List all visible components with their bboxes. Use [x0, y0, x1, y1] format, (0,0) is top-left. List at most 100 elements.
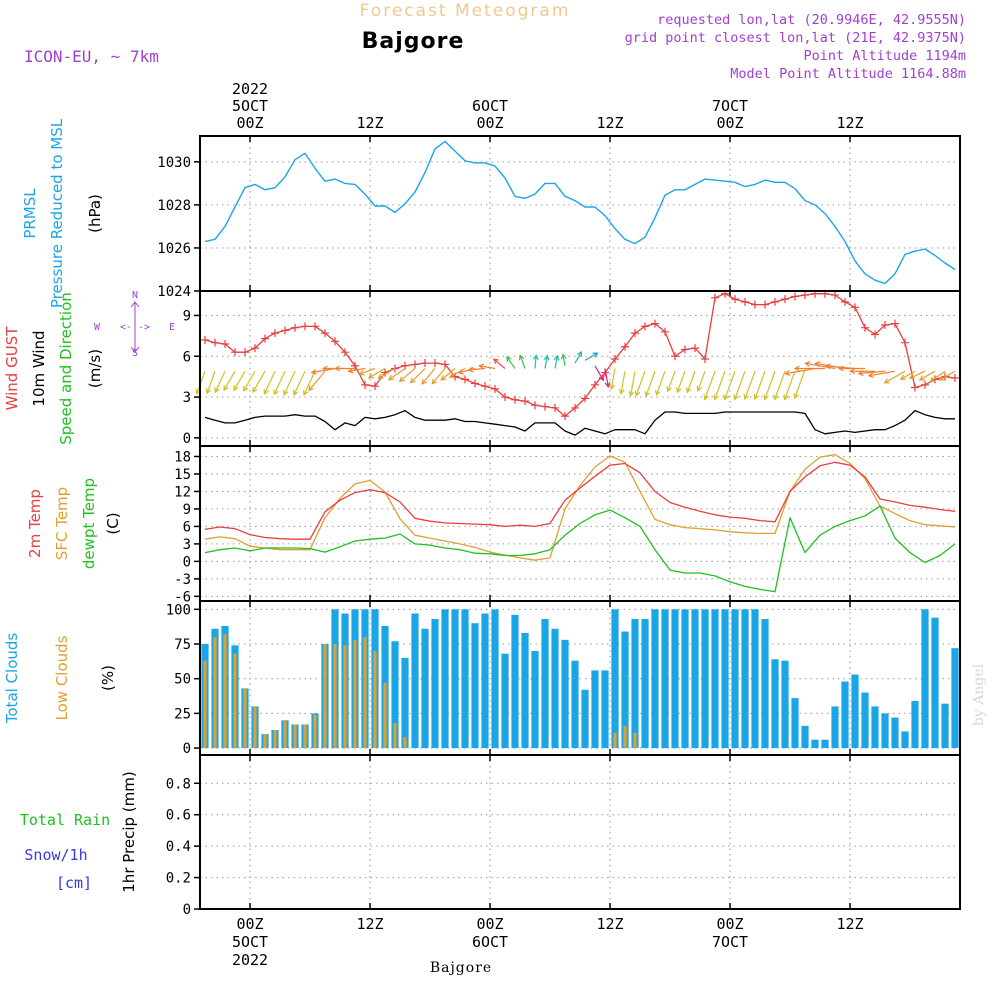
total-cloud-bar: [761, 619, 769, 749]
wind-arrow-head: [560, 353, 567, 360]
panel-title: PRMSL: [21, 188, 39, 239]
wind-arrow: [785, 367, 816, 375]
y-tick-label: 9: [183, 308, 191, 324]
low-cloud-bar: [323, 644, 327, 749]
panel-unit: (hPa): [86, 194, 104, 233]
total-cloud-bar: [781, 660, 789, 749]
y-tick-label: -6: [174, 589, 191, 605]
total-cloud-bar: [751, 609, 759, 749]
wind-arrow-head: [655, 389, 661, 397]
wind-arrow: [630, 371, 636, 396]
gust-marker: [421, 359, 429, 368]
gust-marker: [321, 329, 329, 338]
y-tick-label: 1028: [157, 198, 191, 214]
time-label-bottom: 00Z: [716, 915, 743, 933]
wind-arrow: [714, 371, 726, 400]
wind-arrow-head: [814, 361, 821, 367]
total-cloud-bar: [411, 613, 419, 749]
total-cloud-bar: [681, 609, 689, 749]
low-cloud-bar: [223, 634, 227, 749]
wind-arrow-head: [696, 385, 703, 392]
low-cloud-bar: [363, 637, 367, 749]
gust-marker: [361, 380, 369, 389]
time-label-top: 12Z: [836, 114, 863, 132]
gust-marker: [561, 412, 569, 421]
gust-marker: [701, 354, 709, 363]
gust-marker: [671, 352, 679, 361]
gust-marker: [661, 327, 669, 336]
low-cloud-bar: [343, 645, 347, 749]
total-cloud-bar: [531, 650, 539, 749]
wind-arrow-head: [713, 394, 719, 401]
time-label-top: 7OCT: [712, 97, 748, 115]
low-cloud-bar: [353, 639, 357, 749]
wind-arrow-head: [743, 393, 750, 401]
gust-marker: [921, 380, 929, 389]
wind-arrow: [506, 356, 516, 369]
panel-title: Speed and Direction: [57, 292, 75, 445]
wind-arrow: [479, 365, 496, 370]
t2m-line: [204, 461, 956, 540]
gust-marker: [461, 375, 469, 384]
y-tick-label: 9: [183, 502, 191, 518]
time-label-bottom: 6OCT: [472, 933, 508, 951]
total-cloud-bar: [841, 681, 849, 749]
wind-arrow-head: [908, 373, 916, 380]
total-cloud-bar: [501, 653, 509, 749]
wind-arrow-head: [733, 394, 739, 401]
rain-label: Total Rain: [20, 811, 110, 829]
wind-arrow: [744, 371, 756, 400]
wind-arrow: [676, 371, 686, 393]
low-cloud-bar: [633, 732, 637, 749]
wind-arrow: [378, 367, 396, 379]
wind-arrow: [243, 370, 256, 392]
total-cloud-bar: [921, 609, 929, 749]
panel-title: 10m Wind: [30, 330, 48, 406]
wind-arrow: [359, 367, 376, 375]
y-tick-label: 0.2: [166, 871, 191, 887]
gust-marker: [491, 384, 499, 393]
y-tick-label: 0.4: [166, 839, 191, 855]
wind-arrow: [554, 355, 558, 369]
low-cloud-bar: [383, 682, 387, 749]
wind-panel: 0 3 6 9 Wind GUST 10m Wind Speed and Direction…: [3, 289, 961, 447]
wind-arrow-head: [598, 375, 604, 382]
wind-arrow: [929, 370, 946, 382]
gust-marker: [221, 340, 229, 349]
total-cloud-bar: [701, 609, 709, 749]
wind-arrow-head: [634, 390, 641, 397]
total-cloud-bar: [571, 660, 579, 749]
total-cloud-bar: [561, 639, 569, 749]
y-tick-label: 0: [183, 431, 191, 447]
wind-arrow-head: [387, 375, 394, 381]
gust-marker: [691, 344, 699, 353]
requested-coords: requested lon,lat (20.9946E, 42.9555N): [657, 12, 966, 28]
wind-arrow: [421, 368, 436, 385]
wind-arrow: [263, 370, 276, 395]
wind-arrow-head: [628, 390, 635, 398]
wind-arrow-head: [283, 389, 289, 396]
y-tick-label: -3: [174, 572, 191, 588]
panel-title: dewpt Temp: [80, 478, 98, 569]
wind-arrow-head: [793, 393, 799, 400]
total-cloud-bar: [791, 698, 799, 749]
gust-marker: [201, 335, 209, 344]
wind-arrow-head: [293, 389, 299, 396]
wind-arrow-head: [223, 385, 229, 392]
gust-marker: [531, 401, 539, 410]
total-cloud-bar: [661, 609, 669, 749]
gust-marker: [751, 300, 759, 309]
panel-unit: (m/s): [86, 349, 104, 388]
panel-border: [199, 754, 961, 910]
wind-arrow-head: [543, 354, 550, 361]
gust-marker: [541, 402, 549, 411]
y-tick-label: 12: [174, 484, 191, 500]
total-cloud-bar: [721, 609, 729, 749]
total-cloud-bar: [711, 609, 719, 749]
gust-marker: [501, 393, 509, 402]
compass-ns-arrow: [130, 301, 140, 353]
total-cloud-bar: [401, 657, 409, 749]
time-label-top: 00Z: [476, 114, 503, 132]
